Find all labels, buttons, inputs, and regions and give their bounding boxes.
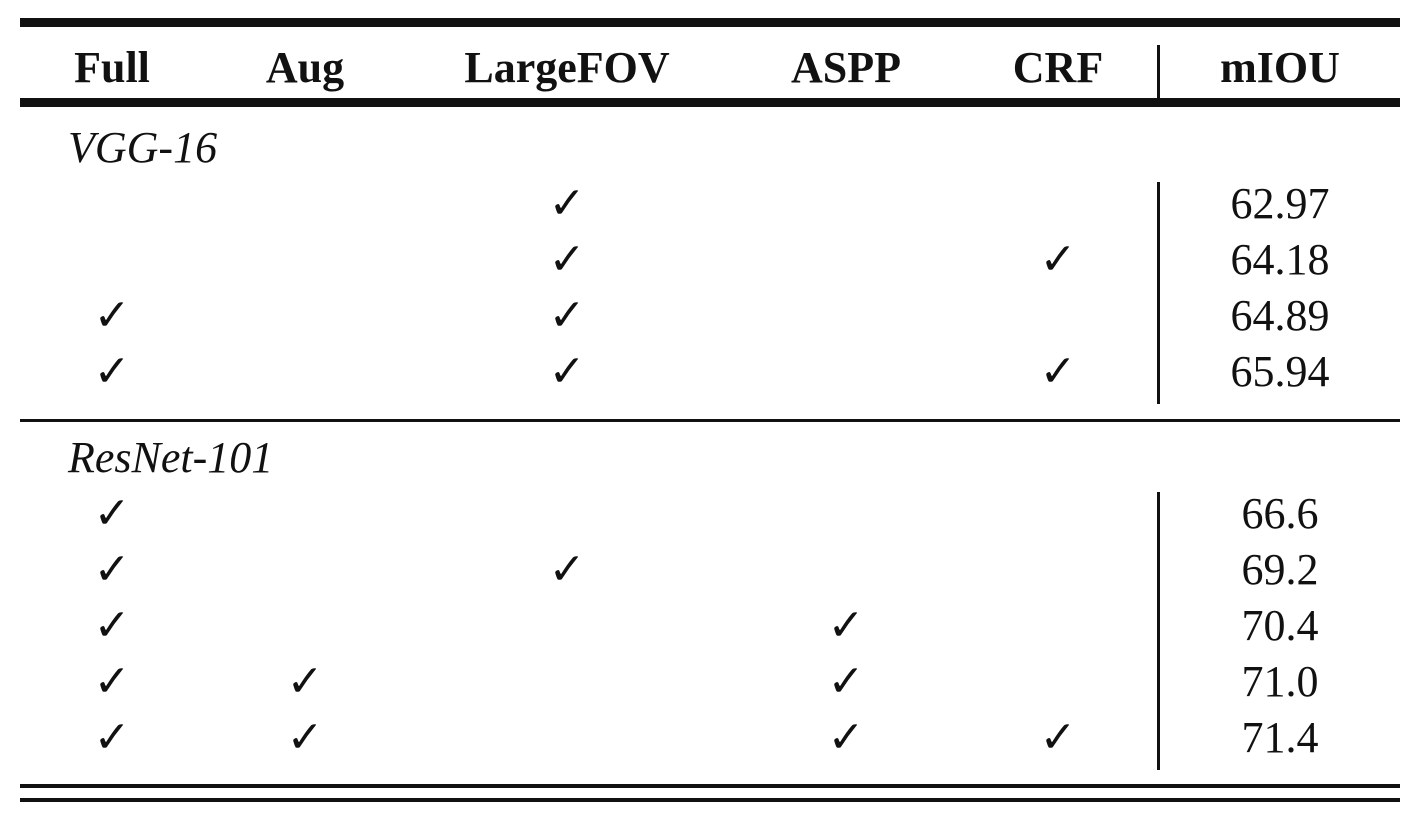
top-rule: [20, 18, 1400, 27]
checkmark: ✓: [94, 657, 131, 706]
miou-value: 62.97: [1231, 179, 1330, 228]
column-divider: [1157, 492, 1160, 770]
checkmark: ✓: [828, 601, 865, 650]
section-rule: [20, 419, 1400, 422]
checkmark: ✓: [549, 545, 586, 594]
checkmark: ✓: [1040, 235, 1077, 284]
column-divider: [1157, 182, 1160, 404]
bottom-rule: [20, 798, 1400, 802]
checkmark: ✓: [828, 713, 865, 762]
miou-value: 64.18: [1231, 235, 1330, 284]
column-header: CRF: [1013, 43, 1103, 92]
checkmark: ✓: [94, 601, 131, 650]
column-header: Full: [74, 43, 150, 92]
miou-value: 71.4: [1242, 713, 1319, 762]
checkmark: ✓: [94, 347, 131, 396]
miou-value: 66.6: [1242, 489, 1319, 538]
miou-value: 64.89: [1231, 291, 1330, 340]
checkmark: ✓: [94, 291, 131, 340]
bottom-rule: [20, 784, 1400, 788]
section-title: ResNet-101: [67, 433, 273, 482]
checkmark: ✓: [549, 347, 586, 396]
checkmark: ✓: [94, 489, 131, 538]
column-header: ASPP: [791, 43, 901, 92]
column-header: mIOU: [1220, 43, 1340, 92]
miou-value: 65.94: [1231, 347, 1330, 396]
checkmark: ✓: [94, 713, 131, 762]
checkmark: ✓: [287, 657, 324, 706]
miou-value: 71.0: [1242, 657, 1319, 706]
checkmark: ✓: [287, 713, 324, 762]
checkmark: ✓: [549, 235, 586, 284]
checkmark: ✓: [828, 657, 865, 706]
checkmark: ✓: [1040, 713, 1077, 762]
miou-value: 69.2: [1242, 545, 1319, 594]
header-divider: [1157, 45, 1160, 100]
checkmark: ✓: [1040, 347, 1077, 396]
miou-value: 70.4: [1242, 601, 1319, 650]
checkmark: ✓: [94, 545, 131, 594]
checkmark: ✓: [549, 291, 586, 340]
column-header: Aug: [266, 43, 344, 92]
column-header: LargeFOV: [464, 43, 670, 92]
header-rule: [20, 98, 1400, 107]
checkmark: ✓: [549, 179, 586, 228]
section-title: VGG-16: [68, 123, 217, 172]
